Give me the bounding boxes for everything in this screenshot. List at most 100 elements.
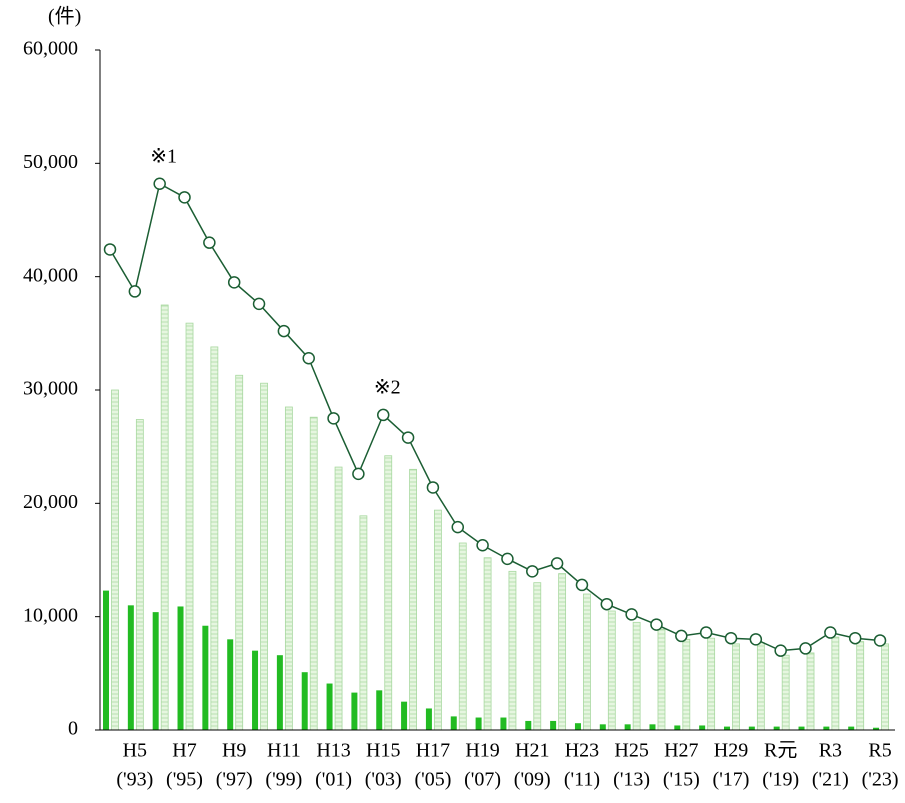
x-tick-sublabel: ('15): [663, 769, 700, 791]
point: [873, 634, 887, 647]
y-tick-label: 30,000: [23, 378, 78, 400]
bar: [806, 652, 815, 731]
point: [203, 236, 216, 249]
point: [749, 633, 763, 646]
y-tick-label: 0: [68, 718, 78, 740]
x-tick-label: H25: [614, 740, 648, 762]
x-tick-sublabel: ('95): [166, 769, 203, 791]
bar: [309, 416, 318, 731]
point: [178, 191, 191, 204]
point: [799, 642, 812, 655]
bar: [425, 708, 432, 730]
x-tick-sublabel: ('21): [812, 769, 849, 791]
bar: [508, 570, 517, 731]
bar: [682, 638, 691, 731]
bar: [260, 382, 268, 731]
point: [774, 644, 787, 657]
bar: [351, 692, 358, 730]
x-tick-label: H19: [465, 740, 499, 762]
y-tick-label: 60,000: [23, 38, 78, 60]
bar: [475, 717, 482, 730]
bar: [334, 466, 343, 731]
point: [227, 276, 241, 289]
bar: [533, 582, 542, 731]
point: [352, 467, 365, 481]
bar: [376, 690, 383, 730]
point: [252, 297, 266, 311]
y-tick-label: 20,000: [23, 491, 78, 513]
point: [401, 431, 415, 444]
x-tick-sublabel: ('07): [464, 769, 501, 791]
bar: [152, 612, 159, 730]
bar: [607, 610, 616, 731]
bar: [401, 701, 408, 730]
bar: [202, 625, 209, 730]
bar: [135, 419, 144, 731]
y-tick-label: 40,000: [23, 264, 78, 286]
bar: [127, 605, 134, 730]
point: [103, 243, 117, 256]
point: [575, 578, 589, 592]
x-tick-sublabel: ('19): [762, 769, 799, 791]
point: [277, 324, 291, 338]
point: [824, 626, 837, 639]
x-tick-label: H21: [515, 740, 549, 762]
x-tick-label: R元: [764, 740, 797, 762]
bar: [732, 643, 740, 731]
point: [699, 626, 713, 639]
point: [550, 557, 564, 570]
bar: [525, 720, 532, 730]
x-tick-sublabel: ('17): [713, 769, 750, 791]
point: [724, 631, 738, 645]
point: [302, 352, 315, 365]
bar: [632, 621, 641, 731]
bar: [103, 590, 109, 730]
bar: [235, 374, 244, 731]
x-tick-sublabel: ('01): [315, 769, 352, 791]
point: [675, 629, 688, 643]
bar: [707, 637, 716, 731]
x-tick-label: H11: [267, 740, 301, 762]
point: [128, 285, 142, 298]
bar: [550, 720, 557, 730]
bar: [649, 724, 656, 730]
x-tick-sublabel: ('13): [613, 769, 650, 791]
bar: [500, 717, 507, 730]
point: [451, 520, 465, 534]
bar: [111, 389, 119, 731]
x-tick-label: H15: [366, 740, 400, 762]
bar: [756, 642, 765, 731]
bar: [384, 455, 393, 731]
point: [526, 565, 539, 578]
bar: [185, 322, 194, 731]
x-tick-sublabel: ('11): [564, 769, 600, 791]
bar: [674, 725, 681, 730]
point: [153, 177, 166, 190]
x-tick-label: H13: [316, 740, 350, 762]
x-tick-label: H5: [123, 740, 147, 762]
bar: [160, 304, 169, 731]
annotation: ※1: [150, 145, 177, 167]
point: [426, 481, 440, 494]
bar: [724, 726, 730, 730]
point: [625, 608, 638, 621]
bar: [483, 557, 492, 731]
bar: [458, 542, 467, 731]
point: [600, 597, 614, 611]
point: [327, 412, 340, 425]
point: [476, 539, 489, 552]
bar: [657, 628, 666, 731]
bar: [359, 515, 368, 731]
bar: [326, 683, 333, 730]
bar: [583, 593, 591, 731]
bar: [434, 509, 442, 731]
bar: [856, 641, 865, 731]
annotation: ※2: [374, 377, 401, 399]
x-tick-sublabel: ('99): [265, 769, 302, 791]
x-tick-label: H9: [222, 740, 246, 762]
x-tick-label: H7: [172, 740, 196, 762]
line: [109, 182, 881, 652]
bar: [831, 636, 840, 731]
point: [501, 552, 514, 566]
